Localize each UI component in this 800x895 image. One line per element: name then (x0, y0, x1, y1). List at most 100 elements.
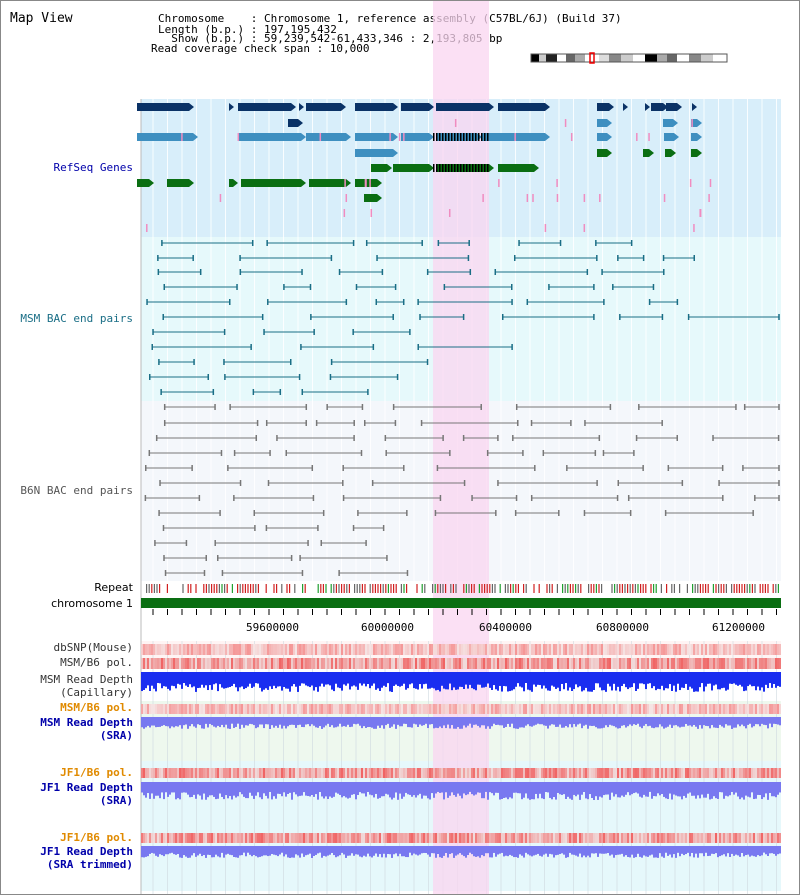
msm-b6-pol-sra-label[interactable]: MSM/B6 pol. (60, 701, 133, 714)
exon-stripe (445, 133, 447, 141)
chromosome-ideogram[interactable] (530, 52, 728, 64)
msm-sra-depth-bar (657, 717, 659, 728)
jf1-sra-depth-bar (199, 782, 201, 796)
jf1-b6-pol-trim-label[interactable]: JF1/B6 pol. (60, 831, 133, 844)
jf1-sra-depth-bar (675, 782, 677, 796)
msm-cap-depth-bar (419, 672, 421, 685)
dbsnp-label[interactable]: dbSNP(Mouse) (53, 641, 133, 654)
msm-cap-depth-bar (773, 672, 775, 684)
repeat-mark (247, 584, 249, 593)
pink-feature (343, 209, 346, 217)
msm-read-depth-cap-label[interactable]: MSM Read Depth (40, 674, 133, 686)
repeat-mark (361, 584, 363, 593)
jf1-b6-pol-label[interactable]: JF1/B6 pol. (60, 766, 133, 779)
jf1-trim-pol-cell (321, 833, 323, 843)
gene-feature (597, 119, 607, 127)
jf1-sra-depth-bar (583, 782, 585, 793)
jf1-trim-pol-cell (181, 833, 183, 843)
msm-sra-pol-cell (483, 704, 485, 714)
jf1-read-depth-trim-label[interactable]: JF1 Read Depth (40, 845, 133, 858)
jf1-pol-cell (599, 768, 601, 778)
jf1-trim-depth-bar (569, 846, 571, 853)
msm-cap-depth-bar (373, 672, 375, 684)
msm-pol-cell (317, 658, 319, 669)
jf1-trim-pol-cell (231, 833, 233, 843)
jf1-pol-cell (325, 768, 327, 778)
msm-sra-pol-cell (391, 704, 393, 714)
gene-arrow (429, 133, 434, 141)
jf1-trim-depth-bar (361, 846, 363, 858)
msm-sra-pol-cell (163, 704, 165, 714)
jf1-pol-cell (603, 768, 605, 778)
refseq-genes-label[interactable]: RefSeq Genes (53, 161, 133, 174)
msm-cap-depth-bar (453, 672, 455, 688)
msm-bac-label[interactable]: MSM BAC end pairs (20, 312, 133, 325)
msm-cap-depth-bar (665, 672, 667, 689)
msm-sra-depth-bar (597, 717, 599, 729)
msm-cap-depth-bar (273, 672, 275, 686)
chromosome-bar (141, 598, 781, 608)
jf1-trim-pol-cell (155, 833, 157, 843)
jf1-sra-depth-bar (299, 782, 301, 796)
jf1-read-depth-sra-label[interactable]: JF1 Read Depth (40, 781, 133, 794)
jf1-sra-depth-bar (207, 782, 209, 798)
msm-sra-pol-cell (505, 704, 507, 714)
jf1-pol-cell (321, 768, 323, 778)
jf1-trim-pol-cell (197, 833, 199, 843)
jf1-pol-cell (633, 768, 635, 778)
dbsnp-cell (265, 644, 267, 655)
jf1-trim-depth-bar (355, 846, 357, 855)
msm-sra-pol-cell (735, 704, 737, 714)
msm-cap-depth-bar (583, 672, 585, 691)
msm-sra-depth-bar (185, 717, 187, 725)
jf1-pol-cell (717, 768, 719, 778)
jf1-trim-pol-cell (775, 833, 777, 843)
jf1-trim-depth-bar (339, 846, 341, 856)
jf1-trim-depth-bar (489, 846, 491, 858)
dbsnp-cell (421, 644, 423, 655)
jf1-trim-pol-cell (521, 833, 523, 843)
jf1-trim-pol-cell (667, 833, 669, 843)
jf1-pol-cell (667, 768, 669, 778)
jf1-pol-cell (315, 768, 317, 778)
jf1-trim-depth-bar (445, 846, 447, 853)
exon-stripe (472, 133, 474, 141)
jf1-pol-cell (497, 768, 499, 778)
jf1-pol-cell (605, 768, 607, 778)
jf1-sra-depth-bar (311, 782, 313, 795)
repeat-mark (281, 584, 283, 593)
pink-feature (564, 119, 567, 127)
jf1-pol-cell (337, 768, 339, 778)
jf1-pol-cell (399, 768, 401, 778)
dbsnp-cell (467, 644, 469, 655)
jf1-pol-cell (249, 768, 251, 778)
msm-sra-depth-bar (141, 717, 143, 728)
msm-read-depth-sra-label[interactable]: MSM Read Depth (40, 716, 133, 729)
jf1-sra-depth-bar (315, 782, 317, 795)
jf1-sra-depth-bar (449, 782, 451, 796)
jf1-pol-cell (229, 768, 231, 778)
exon-stripe (439, 133, 441, 141)
jf1-trim-depth-bar (405, 846, 407, 858)
dbsnp-cell (491, 644, 493, 655)
exon-stripe (457, 164, 459, 172)
msm-cap-depth-bar (641, 672, 643, 684)
msm-b6-pol-label[interactable]: MSM/B6 pol. (60, 656, 133, 669)
msm-cap-depth-bar (621, 672, 623, 687)
jf1-trim-pol-cell (245, 833, 247, 843)
dbsnp-cell (501, 644, 503, 655)
msm-sra-depth-bar (717, 717, 719, 729)
dbsnp-cell (413, 644, 415, 655)
jf1-trim-pol-cell (711, 833, 713, 843)
jf1-sra-depth-bar (259, 782, 261, 798)
msm-cap-depth-bar (241, 672, 243, 687)
msm-sra-depth-bar (765, 717, 767, 726)
jf1-pol-cell (225, 768, 227, 778)
jf1-sra-depth-bar (555, 782, 557, 800)
gene-feature (401, 103, 429, 111)
repeat-mark (211, 584, 213, 593)
jf1-trim-depth-bar (671, 846, 673, 858)
jf1-sra-depth-bar (241, 782, 243, 795)
msm-sra-pol-cell (253, 704, 255, 714)
b6n-bac-label[interactable]: B6N BAC end pairs (20, 484, 133, 497)
